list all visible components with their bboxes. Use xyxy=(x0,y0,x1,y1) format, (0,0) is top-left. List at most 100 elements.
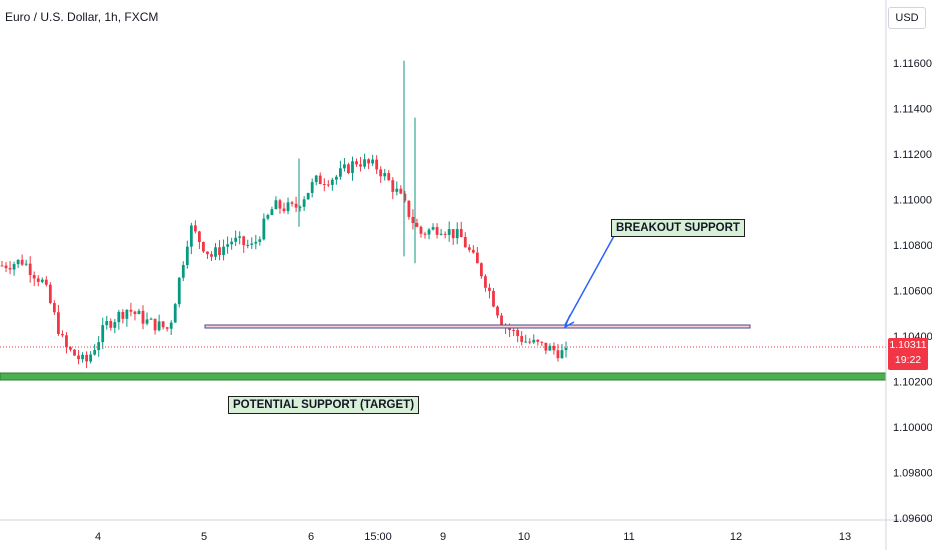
candle-body xyxy=(28,263,32,276)
candle-body xyxy=(173,304,177,323)
candle-body xyxy=(310,182,314,193)
candle-body xyxy=(375,159,379,170)
candle-body xyxy=(294,203,298,208)
candle-body xyxy=(286,202,290,212)
candle-body xyxy=(185,246,189,266)
candle-body xyxy=(407,200,411,217)
price-tick-label: 1.11000 xyxy=(893,195,932,207)
candle-body xyxy=(508,327,511,330)
candle-body xyxy=(306,192,310,200)
candle-body xyxy=(367,159,370,164)
candle-body xyxy=(250,243,254,245)
candle-body xyxy=(165,327,169,329)
candle-body xyxy=(101,325,105,343)
candle-body xyxy=(97,342,101,351)
candle-body xyxy=(230,241,234,245)
target-support-label[interactable]: POTENTIAL SUPPORT (TARGET) xyxy=(228,396,420,414)
candle-body xyxy=(52,303,56,313)
candle-body xyxy=(4,265,8,269)
candle-body xyxy=(274,200,278,210)
candle-body xyxy=(137,310,141,315)
candle-body xyxy=(262,218,266,240)
candle-body xyxy=(298,206,302,208)
candle-body xyxy=(314,175,318,183)
candle-body xyxy=(330,179,334,185)
time-tick-label: 10 xyxy=(518,531,530,543)
candle-body xyxy=(427,229,431,235)
candle-body xyxy=(282,208,286,212)
chart-title: Euro / U.S. Dollar, 1h, FXCM xyxy=(5,10,159,24)
time-tick-label: 5 xyxy=(201,531,207,543)
candle-body xyxy=(318,175,322,185)
candle-body xyxy=(105,321,109,326)
target-support-zone[interactable] xyxy=(0,372,887,381)
candle-body xyxy=(399,188,403,194)
candle-body xyxy=(536,339,540,342)
candle-body xyxy=(61,334,64,336)
candle-body xyxy=(169,322,173,329)
candle-body xyxy=(210,254,213,257)
candle-body xyxy=(439,233,443,235)
candle-body xyxy=(496,306,499,316)
candle-body xyxy=(334,176,338,180)
candle-body xyxy=(258,239,262,242)
breakout-arrowhead xyxy=(563,314,575,329)
candle-body xyxy=(512,329,516,331)
candle-body xyxy=(270,209,274,216)
candle-body xyxy=(181,265,185,278)
candle-body xyxy=(488,287,491,291)
candle-body xyxy=(145,319,149,324)
candle-body xyxy=(480,263,483,277)
candles xyxy=(0,60,568,369)
candle-body xyxy=(463,237,467,248)
price-tick-label: 1.09800 xyxy=(893,468,932,480)
candle-body xyxy=(44,279,48,285)
candle-body xyxy=(302,199,306,207)
breakout-support-line[interactable] xyxy=(204,324,751,329)
candle-body xyxy=(447,229,451,235)
price-tick-label: 1.10000 xyxy=(893,422,932,434)
candle-body xyxy=(206,251,209,255)
candle-body xyxy=(36,278,40,282)
breakout-support-label[interactable]: BREAKOUT SUPPORT xyxy=(611,219,745,237)
time-tick-label: 6 xyxy=(308,531,314,543)
candle-body xyxy=(524,341,528,343)
time-tick-label: 9 xyxy=(440,531,446,543)
candle-body xyxy=(157,321,161,331)
candle-body xyxy=(202,242,205,252)
candle-body xyxy=(431,227,435,230)
candle-body xyxy=(266,215,270,219)
price-tick-label: 1.11400 xyxy=(893,104,932,116)
breakout-arrow[interactable] xyxy=(564,235,615,326)
candle-body xyxy=(423,233,427,235)
candle-body xyxy=(48,284,52,304)
price-tick-label: 1.11200 xyxy=(893,149,932,161)
candle-body xyxy=(548,345,552,351)
time-tick-label: 11 xyxy=(623,531,634,543)
candle-body xyxy=(387,173,391,181)
candle-body xyxy=(16,259,20,265)
candle-body xyxy=(161,321,165,328)
candle-body xyxy=(153,318,157,331)
candle-body xyxy=(189,225,193,247)
candle-body xyxy=(69,347,72,350)
candle-body xyxy=(113,322,117,328)
currency-selector[interactable]: USD xyxy=(888,7,926,29)
price-tick-label: 1.10200 xyxy=(893,377,932,389)
candle-body xyxy=(395,188,399,192)
candle-body xyxy=(403,193,407,201)
candle-body xyxy=(351,161,354,174)
candle-body xyxy=(133,311,137,315)
candle-body xyxy=(500,315,503,326)
candle-body xyxy=(371,159,375,164)
candle-body xyxy=(363,159,366,167)
time-axis: 4 5 6 15:00 9 10 11 12 13 xyxy=(95,531,851,543)
candle-body xyxy=(57,312,60,335)
candle-body xyxy=(0,265,4,267)
candle-body xyxy=(419,226,423,234)
candle-body xyxy=(415,223,419,227)
candle-body xyxy=(149,318,153,320)
candle-body xyxy=(32,275,36,279)
candle-body xyxy=(528,341,532,343)
